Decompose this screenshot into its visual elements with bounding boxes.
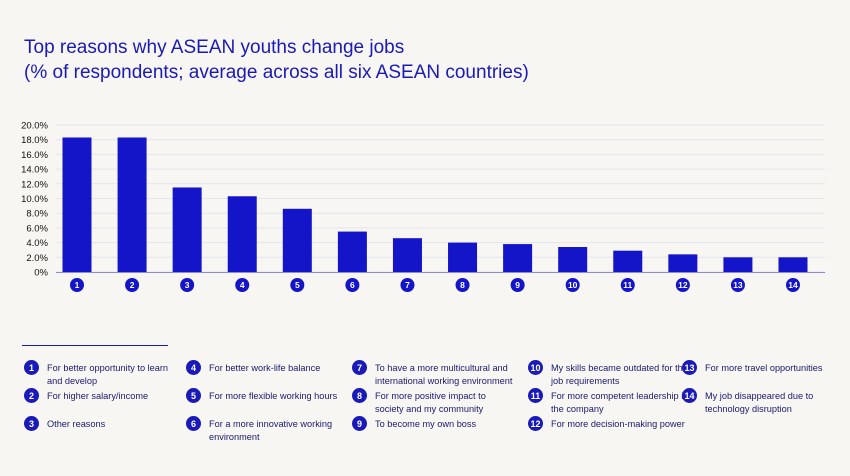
y-tick-label: 0%: [34, 268, 48, 279]
y-tick-label: 4.0%: [26, 238, 48, 249]
legend-number-badge: 9: [352, 416, 367, 431]
bar: [723, 257, 753, 272]
x-tick-label: 6: [350, 280, 355, 290]
bar: [448, 242, 478, 272]
bar: [778, 257, 808, 272]
bar-chart: 0%2.0%4.0%6.0%8.0%10.0%12.0%14.0%16.0%18…: [21, 121, 825, 292]
bar: [613, 250, 643, 272]
legend-number-badge: 7: [352, 360, 367, 375]
y-tick-label: 8.0%: [26, 209, 48, 220]
bar: [282, 208, 312, 272]
legend-label: For more competent leadership in the com…: [551, 391, 689, 414]
legend-label: For more flexible working hours: [209, 391, 338, 401]
legend-label: My job disappeared due to technology dis…: [705, 391, 814, 414]
legend-label: To become my own boss: [375, 419, 477, 429]
y-tick-label: 10.0%: [21, 194, 48, 205]
category-marker: [675, 278, 690, 292]
legend-item: 4 For better work-life balance: [186, 360, 347, 375]
category-marker: [565, 278, 580, 292]
category-marker: [235, 278, 250, 292]
legend-item: 3 Other reasons: [24, 416, 185, 431]
chart-title: Top reasons why ASEAN youths change jobs: [24, 37, 405, 58]
legend-item: 2 For higher salary/income: [24, 388, 185, 403]
category-marker: [620, 278, 635, 292]
category-marker: [70, 278, 84, 292]
category-marker: [786, 278, 800, 292]
x-tick-label: 4: [240, 280, 245, 290]
y-tick-label: 2.0%: [26, 253, 48, 264]
legend-label: To have a more multicultural and interna…: [375, 363, 513, 386]
legend-item: 1 For better opportunity to learn and dev…: [24, 360, 185, 387]
legend-number-badge: 11: [528, 388, 543, 403]
legend-number-badge: 2: [24, 388, 39, 403]
legend-number-badge: 3: [24, 416, 39, 431]
legend-number-badge: 10: [528, 360, 543, 375]
legend-item: 7 To have a more multicultural and intern…: [352, 360, 513, 387]
bar: [668, 254, 698, 272]
category-marker: [345, 278, 360, 292]
legend-number-badge: 1: [24, 360, 39, 375]
legend-item: 9 To become my own boss: [352, 416, 513, 431]
x-tick-label: 13: [733, 280, 743, 290]
bar: [503, 244, 533, 272]
category-marker: [455, 278, 470, 292]
legend-label: For more positive impact to society and …: [375, 391, 486, 414]
legend-item: 6 For a more innovative working environme…: [186, 416, 347, 443]
y-tick-label: 14.0%: [21, 165, 48, 176]
legend-label: My skills became outdated for the job re…: [551, 363, 688, 386]
category-marker: [730, 278, 745, 292]
x-tick-label: 1: [75, 280, 80, 290]
y-tick-label: 20.0%: [21, 121, 48, 132]
y-tick-label: 18.0%: [21, 135, 48, 146]
legend-item: 14 My job disappeared due to technology d…: [682, 388, 843, 415]
category-marker: [400, 278, 415, 292]
x-tick-label: 3: [185, 280, 190, 290]
legend-divider: [22, 345, 168, 346]
legend-label: For more travel opportunities: [705, 363, 823, 373]
legend-item: 13 For more travel opportunities: [682, 360, 843, 375]
legend-number-badge: 4: [186, 360, 201, 375]
legend-number-badge: 13: [682, 360, 697, 375]
bar: [337, 231, 367, 272]
y-tick-label: 6.0%: [26, 223, 48, 234]
legend-label: For higher salary/income: [47, 391, 149, 401]
category-marker: [125, 278, 140, 292]
legend-item: 11 For more competent leadership in the c…: [528, 388, 689, 415]
bar: [117, 137, 147, 272]
legend-label: For better opportunity to learn and deve…: [47, 363, 169, 386]
x-tick-label: 5: [295, 280, 300, 290]
x-tick-label: 9: [515, 280, 520, 290]
x-tick-label: 7: [405, 280, 410, 290]
y-tick-label: 12.0%: [21, 179, 48, 190]
legend-item: 12 For more decision-making power: [528, 416, 689, 431]
category-marker: [180, 278, 195, 292]
legend-label: For more decision-making power: [551, 419, 685, 429]
legend-number-badge: 8: [352, 388, 367, 403]
y-tick-label: 16.0%: [21, 150, 48, 161]
bar: [558, 247, 588, 272]
legend-item: 8 For more positive impact to society and…: [352, 388, 513, 415]
legend-label: For a more innovative working environmen…: [209, 419, 333, 442]
bar: [392, 238, 422, 272]
category-marker: [290, 278, 305, 292]
x-tick-label: 8: [460, 280, 465, 290]
x-tick-label: 10: [568, 280, 578, 290]
x-tick-label: 2: [130, 280, 135, 290]
chart-subtitle: (% of respondents; average across all si…: [24, 62, 529, 83]
bar: [227, 196, 257, 272]
legend-number-badge: 6: [186, 416, 201, 431]
bar: [172, 187, 202, 272]
legend-number-badge: 14: [682, 388, 697, 403]
legend-label: Other reasons: [47, 419, 106, 429]
legend-item: 10 My skills became outdated for the job …: [528, 360, 689, 387]
legend-label: For better work-life balance: [209, 363, 321, 373]
x-tick-label: 12: [678, 280, 688, 290]
x-tick-label: 11: [623, 280, 632, 290]
x-tick-label: 14: [788, 280, 798, 290]
category-marker: [510, 278, 525, 292]
legend-number-badge: 5: [186, 388, 201, 403]
bar: [62, 137, 92, 272]
legend-number-badge: 12: [528, 416, 543, 431]
legend-item: 5 For more flexible working hours: [186, 388, 347, 403]
